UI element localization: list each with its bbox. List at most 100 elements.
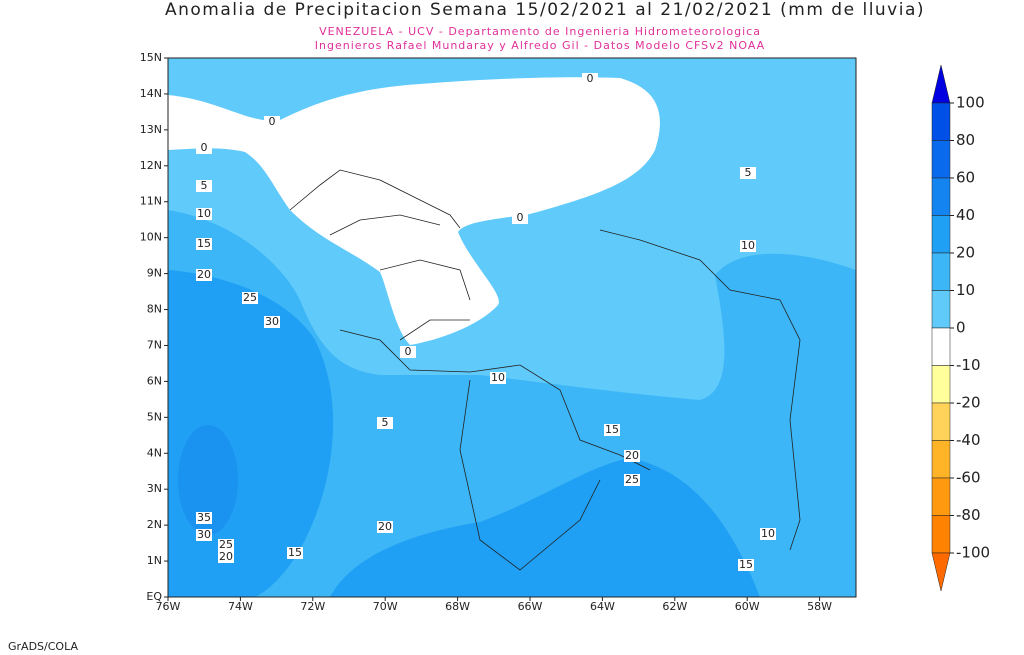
lon-label: 72W: [300, 600, 325, 613]
contour-label: 15: [197, 237, 211, 250]
lon-label: 66W: [518, 600, 543, 613]
contour-label-bg: [738, 559, 754, 571]
contour-label-bg: [196, 180, 212, 192]
contour-label-bg: [400, 346, 416, 358]
contour-label: 30: [265, 315, 279, 328]
contour-label: 10: [741, 239, 755, 252]
colorbar-label: 100: [956, 94, 985, 112]
colorbar-label: 40: [956, 206, 975, 224]
contour-label-bg: [242, 292, 258, 304]
lat-label: 8N: [147, 303, 162, 316]
contour-label-bg: [218, 551, 234, 563]
lat-label: 6N: [147, 374, 162, 387]
title: Anomalia de Precipitacion Semana 15/02/2…: [165, 0, 925, 20]
contour-label-bg: [740, 167, 756, 179]
lat-label: 3N: [147, 482, 162, 495]
contour-label-bg: [377, 521, 393, 533]
subtitle: VENEZUELA - UCV - Departamento de Ingeni…: [319, 25, 761, 38]
lon-label: 76W: [156, 600, 181, 613]
contour-label-bg: [264, 316, 280, 328]
contour-label: 25: [219, 538, 233, 551]
lat-label: 15N: [140, 51, 162, 64]
colorbar-label: 10: [956, 281, 975, 299]
contour-label: 35: [197, 511, 211, 524]
colorbar-label: -10: [956, 356, 981, 374]
colorbar-label: -80: [956, 506, 981, 524]
lat-label: 10N: [140, 231, 162, 244]
borders: [289, 169, 801, 571]
colorbar-box: [931, 477, 951, 516]
contour-label-bg: [740, 240, 756, 252]
colorbar-box: [931, 102, 951, 141]
colorbar-box: [931, 327, 951, 366]
contour-label-bg: [604, 424, 620, 436]
contour-label-bg: [582, 73, 598, 85]
contour-label: 0: [201, 141, 208, 154]
lat-label: 5N: [147, 410, 162, 423]
lon-label: 74W: [228, 600, 253, 613]
colorbar-label: 20: [956, 244, 975, 262]
contour-label: 10: [491, 371, 505, 384]
contour-label: 15: [605, 423, 619, 436]
lat-label: EQ: [146, 590, 162, 603]
contour-label-bg: [760, 528, 776, 540]
lat-label: 2N: [147, 518, 162, 531]
lat-label: 11N: [140, 195, 162, 208]
contour-label-bg: [624, 474, 640, 486]
contour-label-bg: [512, 212, 528, 224]
contour-label: 25: [625, 473, 639, 486]
lon-label: 60W: [735, 600, 760, 613]
contour-label-bg: [264, 116, 280, 128]
contour-label: 30: [197, 528, 211, 541]
colorbar-label: 0: [956, 319, 966, 337]
colorbar-label: -40: [956, 431, 981, 449]
contour-label: 10: [197, 207, 211, 220]
contour-label: 20: [197, 268, 211, 281]
footer: GrADS/COLA: [8, 640, 78, 653]
contour-label: 0: [517, 211, 524, 224]
band-neutral: [168, 77, 660, 345]
lon-label: 70W: [373, 600, 398, 613]
band-20-40: [330, 458, 760, 597]
colorbar-box: [931, 215, 951, 254]
lat-label: 4N: [147, 446, 162, 459]
colorbar-label: -60: [956, 469, 981, 487]
lat-label: 7N: [147, 338, 162, 351]
contour-label-bg: [196, 529, 212, 541]
contour-label-bg: [196, 238, 212, 250]
colorbar-box: [931, 252, 951, 291]
lat-label: 13N: [140, 123, 162, 136]
lat-label: 12N: [140, 159, 162, 172]
contour-label-bg: [196, 142, 212, 154]
contour-label-bg: [196, 269, 212, 281]
contour-label: 15: [739, 558, 753, 571]
lon-label: 62W: [662, 600, 687, 613]
colorbar-box: [931, 515, 951, 554]
contour-label: 5: [382, 416, 389, 429]
subtitle: Ingenieros Rafael Mundaray y Alfredo Gil…: [315, 39, 765, 52]
colorbar-label: -100: [956, 544, 990, 562]
colorbar-label: 60: [956, 169, 975, 187]
contour-label-bg: [196, 512, 212, 524]
contour-label: 15: [288, 546, 302, 559]
band-30: [178, 425, 238, 535]
contour-label: 20: [625, 449, 639, 462]
lon-label: 58W: [807, 600, 832, 613]
contour-label: 10: [761, 527, 775, 540]
contour-label: 5: [745, 166, 752, 179]
contour-label: 25: [243, 291, 257, 304]
lon-label: 64W: [590, 600, 615, 613]
lat-label: 9N: [147, 267, 162, 280]
contour-label-bg: [196, 208, 212, 220]
contour-label: 20: [378, 520, 392, 533]
frame: [167, 57, 857, 598]
contour-label-bg: [377, 417, 393, 429]
lon-label: 68W: [445, 600, 470, 613]
colorbar-arrow: [931, 64, 951, 104]
colorbar-arrow: [931, 552, 951, 592]
contour-label: 5: [201, 179, 208, 192]
colorbar-box: [931, 140, 951, 179]
colorbar-box: [931, 290, 951, 329]
contour-label-bg: [624, 450, 640, 462]
